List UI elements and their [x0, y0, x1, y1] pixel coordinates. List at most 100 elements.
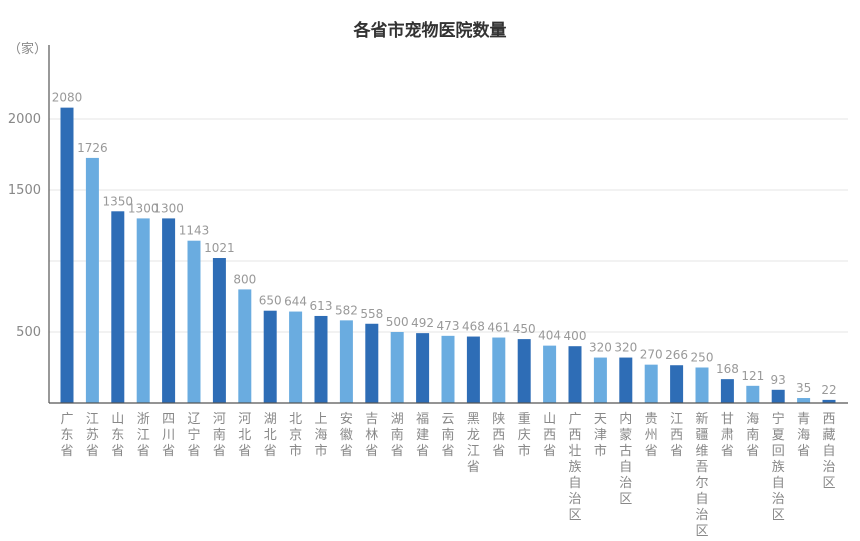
value-label-24: 266: [665, 348, 688, 362]
bar-16: [466, 336, 480, 403]
bar-19: [543, 345, 557, 403]
value-label-7: 800: [233, 272, 256, 286]
y-tick-label: 2000: [8, 112, 41, 127]
bar-8: [263, 310, 277, 403]
x-tick-label-4: 四川省: [162, 412, 175, 459]
x-tick-label-26: 甘肃省: [721, 412, 734, 459]
x-tick-label-13: 湖南省: [391, 412, 404, 459]
x-tick-label-12: 吉林省: [365, 412, 378, 459]
bar-26: [720, 379, 734, 403]
bar-6: [212, 258, 226, 403]
value-label-9: 644: [284, 295, 307, 309]
bar-13: [390, 332, 404, 403]
x-tick-label-0: 广东省: [60, 412, 73, 459]
value-label-14: 492: [411, 316, 434, 330]
bar-11: [339, 320, 353, 403]
y-axis-ticks: 500 1500 2000: [8, 112, 41, 340]
bar-28: [771, 389, 785, 403]
x-tick-label-20: 广西壮族自治区: [568, 412, 581, 523]
x-tick-label-16: 黑龙江省: [467, 412, 480, 475]
y-tick-label: 500: [16, 325, 41, 340]
value-label-29: 35: [796, 381, 811, 395]
x-tick-label-11: 安徽省: [340, 412, 353, 459]
x-tick-label-10: 上海市: [314, 412, 327, 459]
bar-29: [797, 398, 811, 403]
bar-4: [162, 218, 176, 403]
value-label-18: 450: [513, 322, 536, 336]
bar-2: [111, 211, 125, 403]
bar-21: [593, 357, 607, 403]
y-tick-label: 1500: [8, 183, 41, 198]
x-tick-label-5: 辽宁省: [187, 412, 200, 459]
value-label-6: 1021: [204, 241, 235, 255]
bar-20: [568, 346, 582, 403]
bar-30: [822, 399, 836, 403]
x-tick-label-21: 天津市: [594, 412, 607, 459]
value-label-12: 558: [360, 307, 383, 321]
value-label-5: 1143: [179, 224, 210, 238]
x-tick-label-23: 贵州省: [645, 412, 658, 459]
value-label-0: 2080: [52, 91, 83, 105]
x-tick-label-9: 北京市: [289, 412, 302, 459]
bar-12: [365, 323, 379, 403]
x-tick-label-18: 重庆市: [518, 411, 531, 459]
bar-1: [85, 157, 99, 403]
value-label-3: 1300: [128, 201, 159, 215]
bar-14: [416, 333, 430, 403]
value-label-26: 168: [716, 362, 739, 376]
x-tick-label-27: 海南省: [746, 412, 759, 459]
bar-10: [314, 315, 328, 403]
value-label-2: 1350: [103, 194, 134, 208]
bar-3: [136, 218, 150, 403]
value-label-30: 22: [821, 383, 836, 397]
bars: [60, 107, 836, 403]
bar-25: [695, 367, 709, 403]
x-tick-label-6: 河南省: [213, 412, 226, 459]
value-label-28: 93: [771, 373, 786, 387]
x-tick-label-1: 江苏省: [86, 412, 99, 459]
value-label-1: 1726: [77, 141, 108, 155]
value-label-11: 582: [335, 303, 358, 317]
x-tick-label-22: 内蒙古自治区: [619, 411, 632, 507]
bar-23: [644, 364, 658, 403]
value-label-20: 400: [564, 329, 587, 343]
value-label-23: 270: [640, 348, 663, 362]
value-label-13: 500: [386, 315, 409, 329]
x-tick-label-8: 湖北省: [264, 412, 277, 459]
value-label-16: 468: [462, 320, 485, 334]
bar-27: [746, 385, 760, 403]
value-label-22: 320: [614, 341, 637, 355]
bar-17: [492, 337, 506, 403]
x-tick-label-14: 福建省: [416, 412, 429, 459]
x-tick-label-19: 山西省: [543, 412, 556, 459]
x-tick-label-28: 宁夏回族自治区: [772, 411, 785, 523]
value-label-15: 473: [437, 319, 460, 333]
x-tick-label-30: 西藏自治区: [822, 412, 835, 491]
value-label-19: 404: [538, 329, 561, 343]
x-tick-label-29: 青海省: [797, 412, 810, 459]
chart-title: 各省市宠物医院数量: [353, 20, 507, 41]
x-tick-label-24: 江西省: [670, 412, 683, 459]
x-axis-labels: 广东省江苏省山东省浙江省四川省辽宁省河南省河北省湖北省北京市上海市安徽省吉林省湖…: [60, 411, 835, 539]
gridlines: [49, 118, 848, 333]
value-label-17: 461: [487, 321, 510, 335]
x-tick-label-7: 河北省: [238, 412, 251, 459]
bar-5: [187, 240, 201, 403]
bar-18: [517, 339, 531, 403]
bar-7: [238, 289, 252, 403]
y-axis-unit-label: （家）: [8, 41, 47, 57]
x-tick-label-3: 浙江省: [137, 412, 150, 459]
bar-15: [441, 335, 455, 403]
value-label-8: 650: [259, 294, 282, 308]
bar-22: [619, 357, 633, 403]
x-tick-label-2: 山东省: [111, 412, 124, 459]
x-tick-label-15: 云南省: [441, 412, 454, 459]
x-tick-label-17: 陕西省: [492, 412, 505, 459]
value-label-10: 613: [310, 299, 333, 313]
bar-9: [289, 311, 303, 403]
value-label-25: 250: [691, 351, 714, 365]
value-label-21: 320: [589, 341, 612, 355]
bar-24: [670, 365, 684, 403]
